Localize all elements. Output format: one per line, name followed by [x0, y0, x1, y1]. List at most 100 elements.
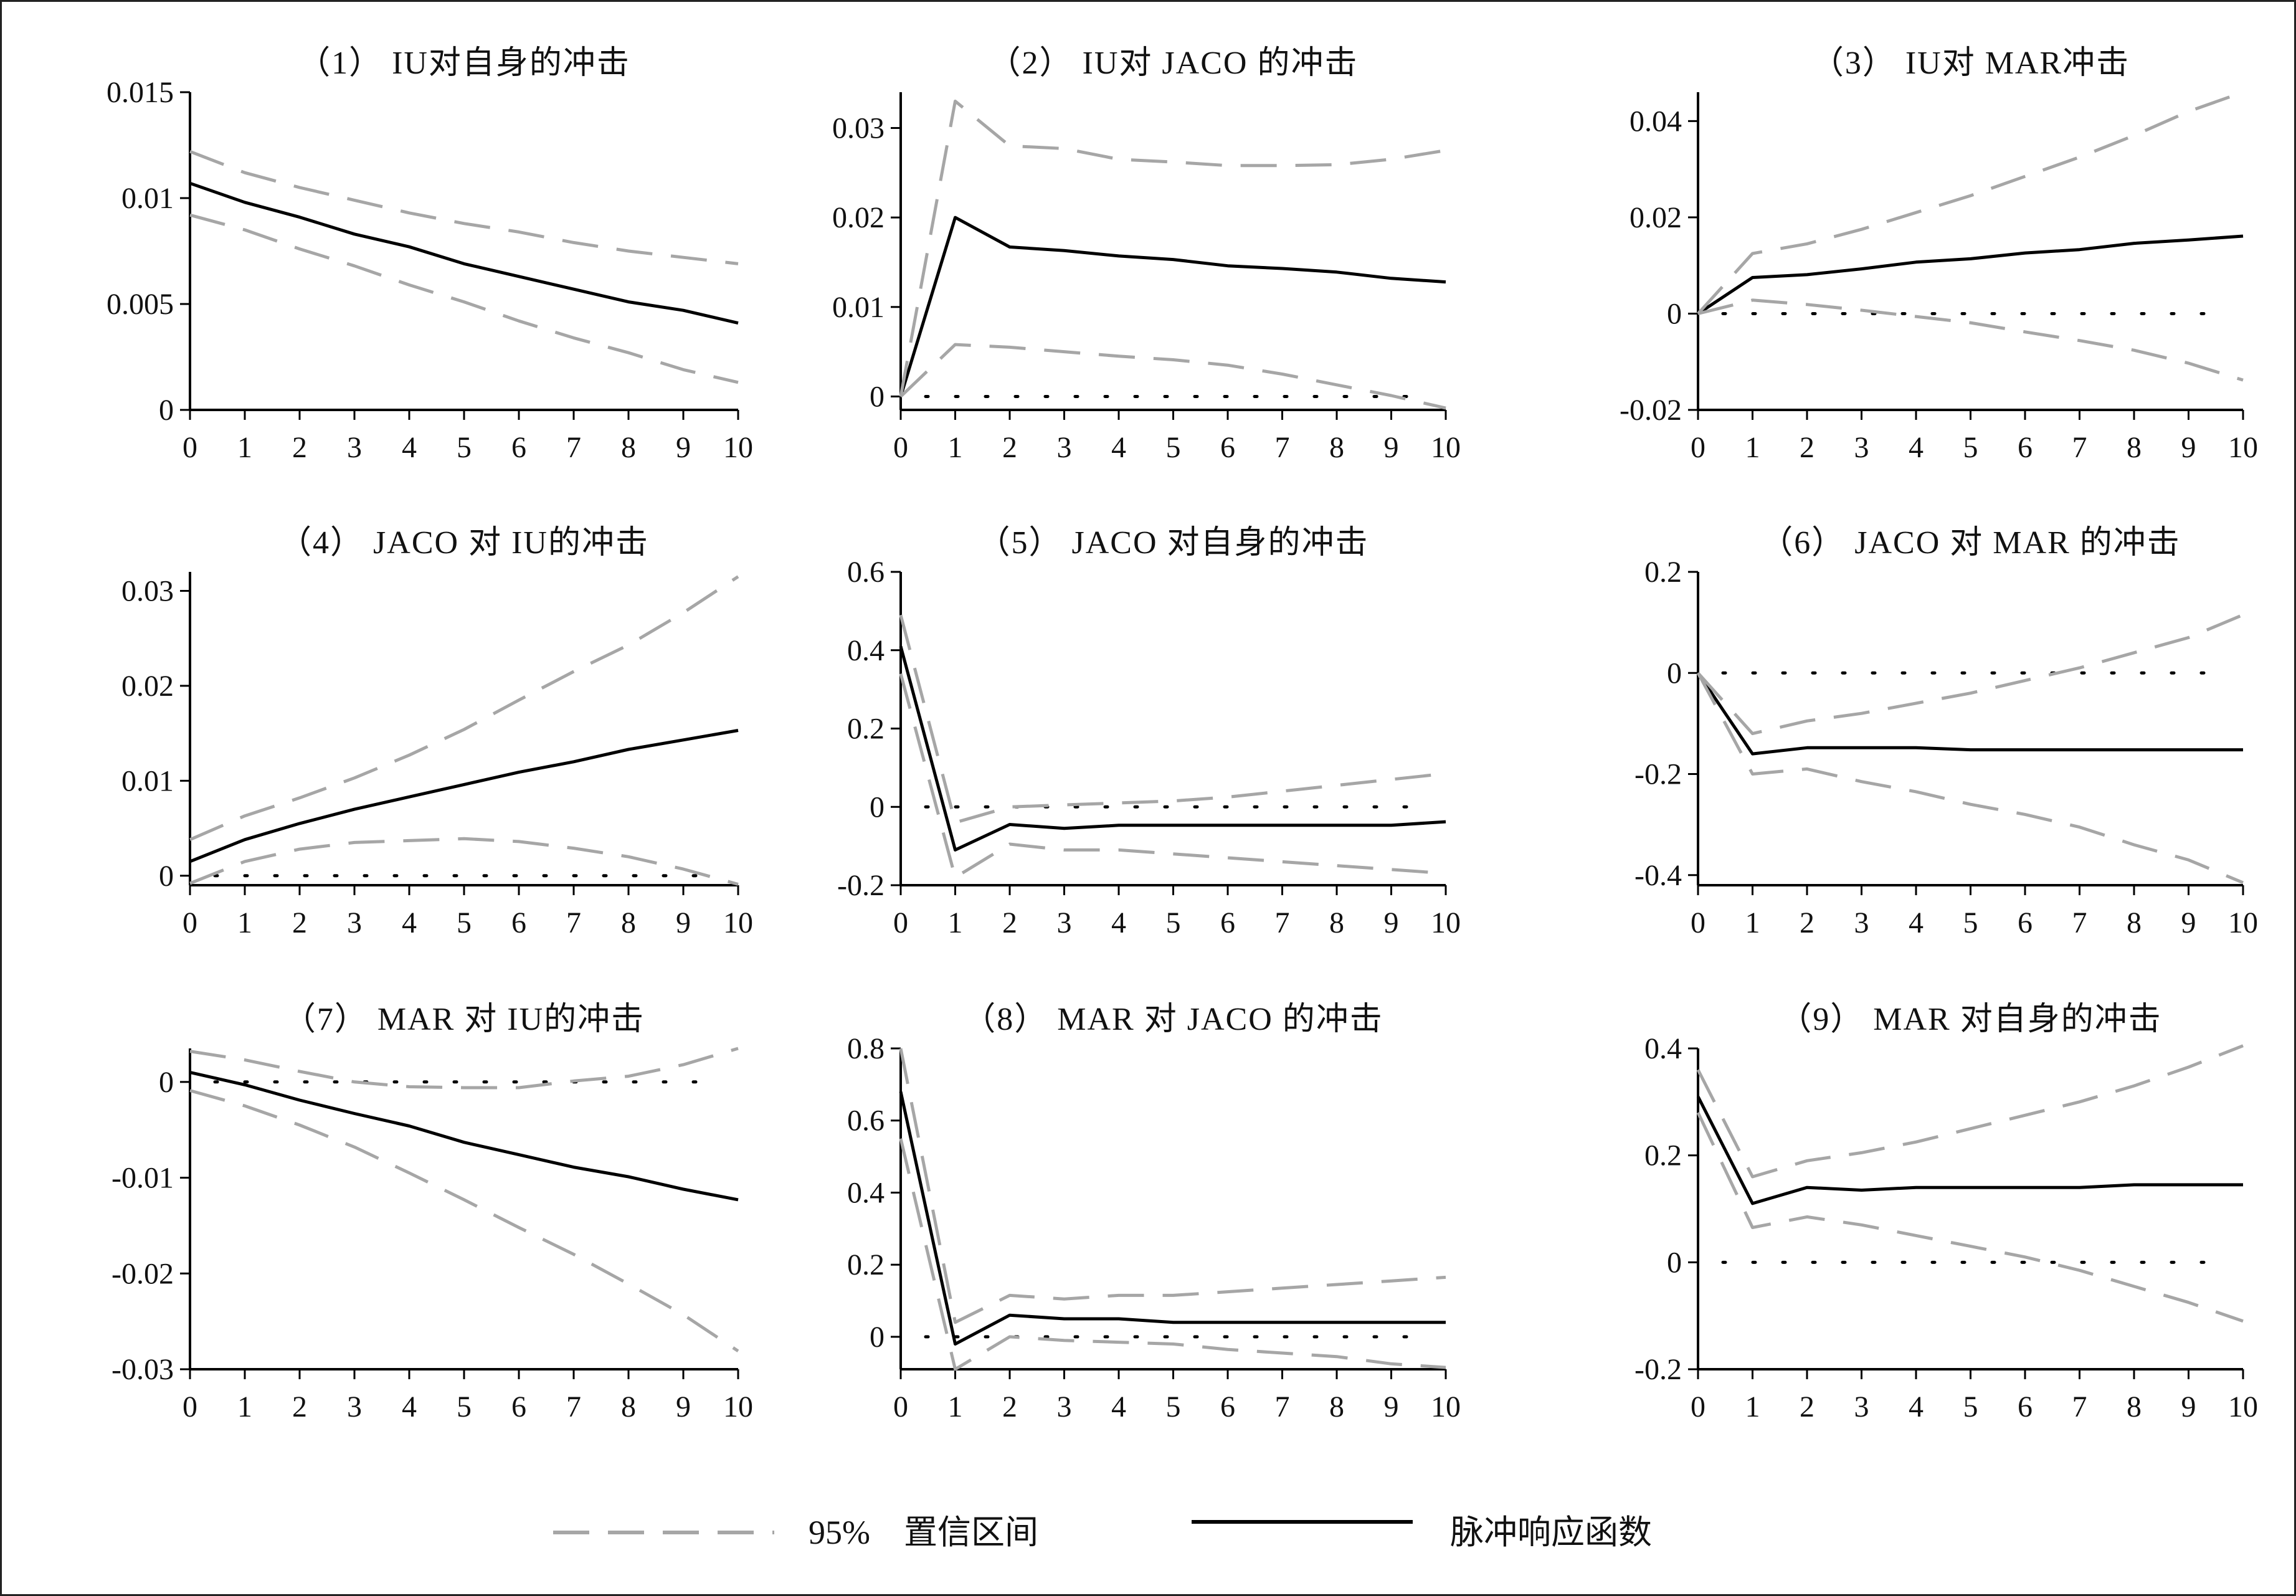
x-tick-label: 4 [1909, 431, 1924, 464]
ci-upper-line [899, 1048, 1446, 1324]
x-tick-label: 5 [457, 906, 472, 939]
x-tick-label: 3 [1057, 1390, 1072, 1423]
x-tick-label: 0 [1691, 1390, 1705, 1423]
panel-title: （7） MAR 对 IU的冲击 [283, 1002, 645, 1037]
ci-lower-line [189, 837, 739, 886]
x-tick-label: 0 [893, 906, 908, 939]
y-tick-label: 0 [159, 860, 174, 893]
x-tick-label: 6 [2018, 1390, 2033, 1423]
x-tick-label: 3 [1854, 431, 1869, 464]
irf-line [189, 729, 739, 863]
y-tick-label: -0.03 [111, 1353, 174, 1386]
panel-1: （1） IU对自身的冲击 0 0.005 0.01 0.015 0 1 2 3 4 5 6 7 8 9 10 [107, 45, 753, 464]
y-tick-label: 0 [1667, 657, 1682, 690]
ci-upper-line [899, 99, 1446, 397]
y-tick-label: 0.6 [847, 1104, 885, 1138]
panel-title: （1） IU对自身的冲击 [298, 45, 630, 81]
ci-upper-line [189, 1047, 739, 1090]
x-tick-label: 7 [1275, 906, 1290, 939]
irf-line [189, 1070, 739, 1202]
y-tick-label: 0.03 [832, 112, 885, 145]
x-tick-label: 3 [1854, 906, 1869, 939]
irf-line [1696, 1096, 2243, 1205]
panel-4: （4） JACO 对 IU的冲击 0 0.01 0.02 0.03 0 1 2 3 4 5 6 7 8 9 1… [121, 525, 753, 939]
x-tick-label: 0 [1691, 906, 1705, 939]
panel-3: （3） IU对 MAR冲击 -0.02 0 0.02 0.04 0 1 2 3 4 5 6 7 8 9 10 [1620, 45, 2258, 464]
x-tick-label: 1 [237, 431, 252, 464]
ci-lower-line [1696, 672, 2244, 885]
x-tick-label: 0 [893, 431, 908, 464]
y-tick-label: 0.01 [832, 291, 885, 324]
panel-title: （8） MAR 对 JACO 的冲击 [963, 1002, 1383, 1037]
y-tick-label: 0.2 [847, 1248, 885, 1281]
x-tick-label: 2 [292, 906, 307, 939]
x-tick-label: 10 [2228, 431, 2258, 464]
panel-8: （8） MAR 对 JACO 的冲击 0 0.2 0.4 0.6 0.8 0 1 2 3 4 5 6 7 8… [847, 1002, 1461, 1423]
x-tick-label: 2 [1800, 1390, 1815, 1423]
ci-lower-line [189, 213, 739, 384]
x-tick-label: 9 [1384, 431, 1399, 464]
x-tick-label: 2 [292, 1390, 307, 1423]
x-tick-label: 5 [457, 1390, 472, 1423]
x-tick-label: 7 [2072, 906, 2087, 939]
x-tick-label: 7 [566, 906, 581, 939]
x-tick-label: 10 [2228, 906, 2258, 939]
x-tick-label: 2 [292, 431, 307, 464]
y-tick-label: 0 [159, 394, 174, 427]
x-tick-label: 5 [1963, 1390, 1978, 1423]
y-tick-label: 0.2 [1644, 556, 1682, 589]
legend: 95% 置信区间 脉冲响应函数 [553, 1514, 1652, 1551]
ci-upper-line [1696, 1044, 2244, 1179]
y-tick-label: -0.2 [1634, 758, 1682, 791]
x-tick-label: 8 [2127, 1390, 2142, 1423]
y-tick-label: 0.03 [121, 574, 174, 607]
x-tick-label: 7 [1275, 1390, 1290, 1423]
x-tick-label: 0 [1691, 431, 1705, 464]
legend-irf-label: 脉冲响应函数 [1450, 1514, 1652, 1551]
x-tick-label: 6 [1220, 906, 1235, 939]
x-tick-label: 5 [1963, 431, 1978, 464]
irf-line [189, 181, 739, 325]
ci-lower-line [899, 673, 1446, 879]
y-tick-label: 0.01 [121, 182, 174, 215]
x-tick-label: 10 [2228, 1390, 2258, 1423]
y-tick-label: -0.2 [1634, 1353, 1682, 1386]
x-tick-label: 7 [566, 431, 581, 464]
x-tick-label: 10 [723, 431, 753, 464]
x-tick-label: 10 [1431, 1390, 1461, 1423]
x-tick-label: 6 [511, 431, 526, 464]
y-tick-label: 0 [870, 791, 885, 824]
x-tick-label: 0 [183, 1390, 197, 1423]
x-tick-label: 4 [402, 1390, 417, 1423]
x-tick-label: 2 [1002, 906, 1017, 939]
panel-title: （9） MAR 对自身的冲击 [1779, 1002, 2161, 1037]
x-tick-label: 10 [1431, 906, 1461, 939]
y-tick-label: 0.005 [107, 288, 174, 321]
y-tick-label: 0.8 [847, 1032, 885, 1065]
x-tick-label: 2 [1800, 431, 1815, 464]
ci-upper-line [189, 575, 739, 842]
x-tick-label: 9 [676, 431, 691, 464]
x-tick-label: 6 [2018, 906, 2033, 939]
y-tick-label: -0.4 [1634, 859, 1682, 892]
x-tick-label: 10 [723, 1390, 753, 1423]
x-tick-label: 0 [183, 431, 197, 464]
y-tick-label: 0 [1667, 297, 1682, 330]
x-tick-label: 9 [676, 1390, 691, 1423]
x-tick-label: 7 [1275, 431, 1290, 464]
y-tick-label: 0.4 [847, 634, 885, 667]
x-tick-label: 8 [2127, 906, 2142, 939]
x-tick-label: 1 [1745, 1390, 1760, 1423]
y-tick-label: 0.4 [847, 1176, 885, 1209]
y-tick-label: 0.02 [832, 201, 885, 234]
x-tick-label: 7 [2072, 431, 2087, 464]
x-tick-label: 8 [1329, 906, 1344, 939]
x-tick-label: 9 [2181, 906, 2196, 939]
ci-upper-line [1697, 90, 2244, 315]
x-tick-label: 4 [1909, 906, 1924, 939]
y-tick-label: -0.01 [111, 1162, 174, 1195]
x-tick-label: 8 [621, 906, 636, 939]
x-tick-label: 1 [1745, 431, 1760, 464]
